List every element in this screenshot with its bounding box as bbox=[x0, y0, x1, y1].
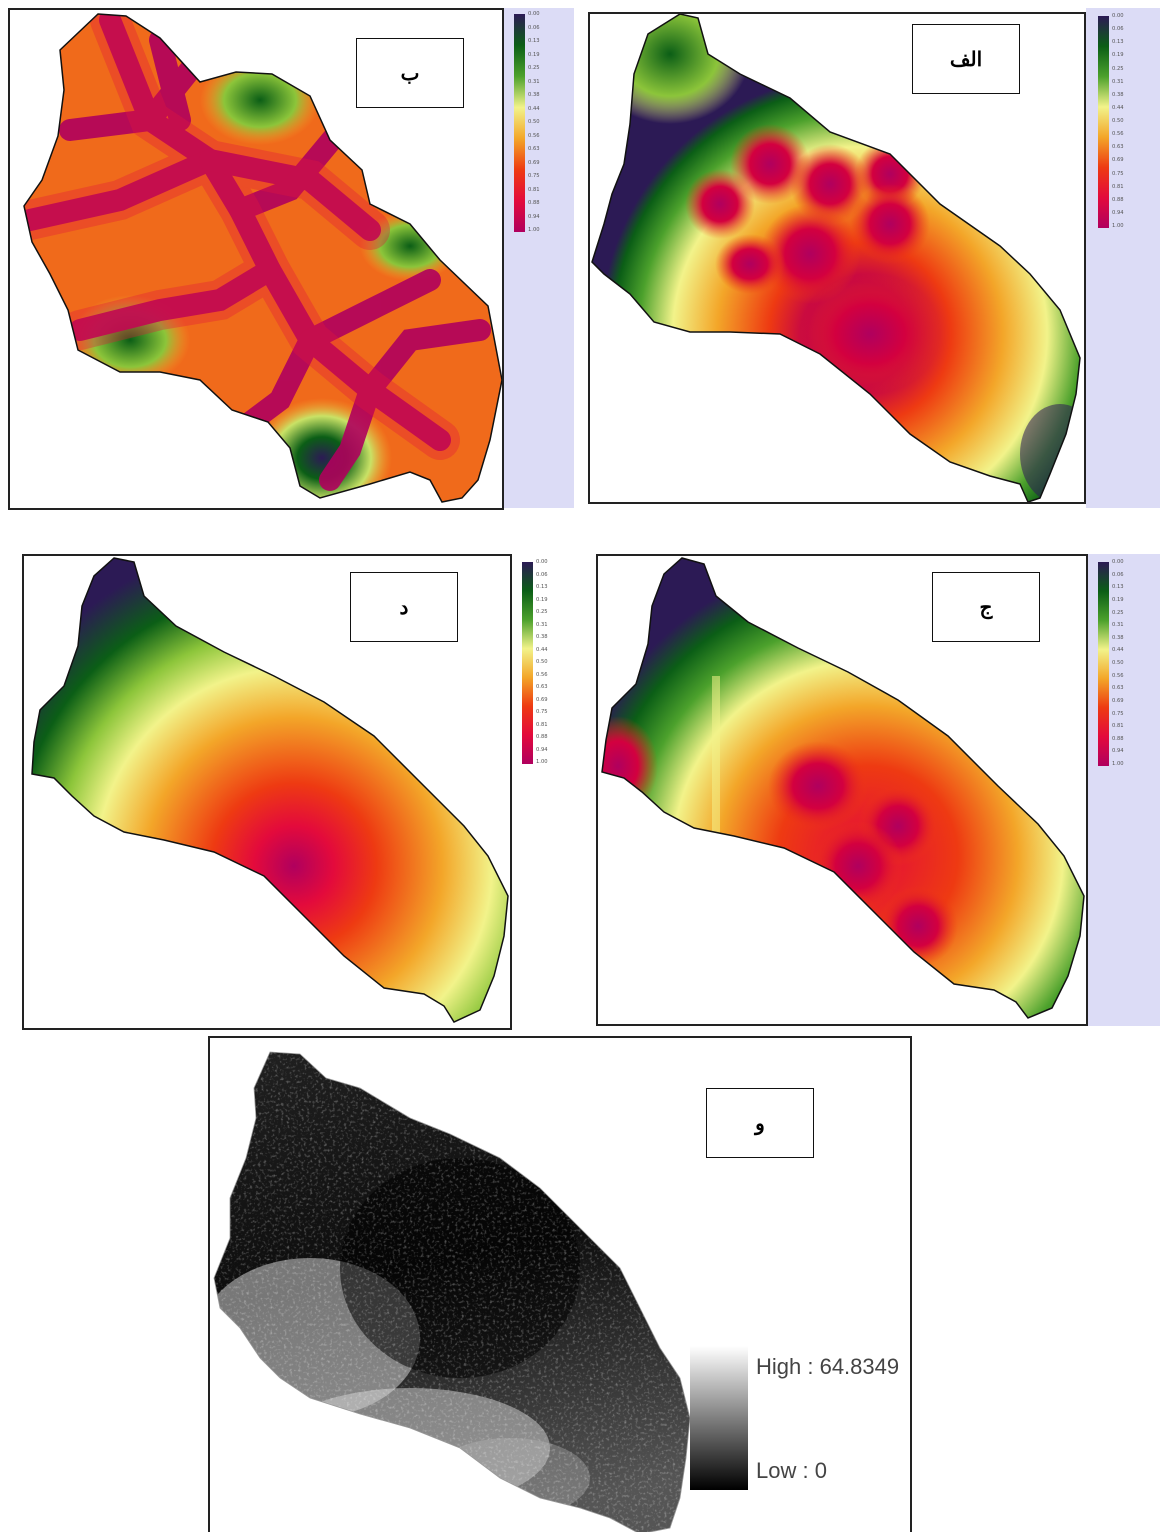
map-panel-dal: د bbox=[22, 554, 512, 1030]
map-panel-vav: و High : 64.8349 Low : 0 bbox=[208, 1036, 912, 1532]
ramp-tick-label: 0.44 bbox=[1112, 104, 1124, 111]
ramp-tick-label: 0.81 bbox=[1112, 723, 1124, 730]
ramp-tick-label: 0.00 bbox=[1112, 559, 1124, 565]
grayscale-raster-map-vav bbox=[213, 1051, 691, 1532]
panel-label-be: ب bbox=[356, 38, 464, 108]
ramp-tick-label: 0.06 bbox=[536, 571, 548, 578]
ramp-tick-label: 0.19 bbox=[1112, 52, 1124, 59]
ramp-ticks-alef: 0.00 0.06 0.13 0.19 0.25 0.31 0.38 0.44 0.50 0.56… bbox=[1112, 13, 1124, 230]
ramp-tick-label: 0.88 bbox=[536, 734, 548, 740]
ramp-tick-label: 0.69 bbox=[1112, 697, 1124, 704]
legend-strip-be: 0.00 0.06 0.13 0.19 0.25 0.31 0.38 0.44 0.50 0.56… bbox=[504, 8, 574, 508]
ramp-tick-label: 1.00 bbox=[528, 227, 540, 233]
ramp-tick-label: 0.25 bbox=[1112, 65, 1124, 72]
ramp-tick-label: 0.69 bbox=[528, 159, 540, 166]
panel-label-dal: د bbox=[350, 572, 458, 642]
ramp-tick-label: 0.81 bbox=[536, 721, 548, 728]
ramp-tick-label: 0.19 bbox=[1112, 596, 1124, 603]
ramp-tick-label: 0.13 bbox=[528, 38, 540, 44]
ramp-tick-label: 1.00 bbox=[1112, 223, 1124, 229]
ramp-tick-label: 0.88 bbox=[1112, 196, 1124, 203]
ramp-tick-label: 0.63 bbox=[1112, 685, 1124, 692]
ramp-ticks-dal: 0.00 0.06 0.13 0.19 0.25 0.31 0.38 0.44 0.50 0.56… bbox=[536, 559, 548, 766]
ramp-tick-label: 0.63 bbox=[528, 146, 540, 152]
ramp-tick-label: 0.50 bbox=[1112, 660, 1124, 666]
grayscale-legend-ramp bbox=[690, 1346, 748, 1490]
suitability-map-alef bbox=[591, 14, 1081, 502]
map-panel-jim: ج bbox=[596, 554, 1088, 1026]
ramp-tick-label: 0.31 bbox=[1112, 78, 1124, 85]
ramp-tick-label: 0.63 bbox=[1112, 144, 1124, 151]
ramp-tick-label: 0.56 bbox=[1112, 672, 1124, 679]
ramp-tick-label: 0.06 bbox=[1112, 26, 1124, 33]
ramp-tick-label: 0.38 bbox=[536, 634, 548, 640]
ramp-tick-label: 0.94 bbox=[1112, 209, 1124, 216]
ramp-tick-label: 0.56 bbox=[536, 671, 548, 678]
legend-strip-jim: 0.00 0.06 0.13 0.19 0.25 0.31 0.38 0.44 0.50 0.56… bbox=[1088, 554, 1160, 1026]
panel-label-vav: و bbox=[706, 1088, 814, 1158]
ramp-tick-label: 0.69 bbox=[1112, 157, 1124, 164]
ramp-tick-label: 0.31 bbox=[1112, 622, 1124, 629]
panel-label-jim: ج bbox=[932, 572, 1040, 642]
ramp-tick-label: 0.44 bbox=[1112, 647, 1124, 654]
ramp-tick-label: 0.50 bbox=[528, 119, 540, 125]
color-ramp-jim bbox=[1098, 562, 1109, 766]
ramp-tick-label: 0.75 bbox=[1112, 710, 1124, 717]
ramp-tick-label: 0.06 bbox=[528, 24, 540, 31]
ramp-tick-label: 0.38 bbox=[1112, 91, 1124, 98]
ramp-tick-label: 0.75 bbox=[536, 709, 548, 715]
ramp-tick-label: 0.00 bbox=[536, 559, 548, 565]
grayscale-legend-high: High : 64.8349 bbox=[756, 1354, 900, 1379]
ramp-tick-label: 0.38 bbox=[1112, 634, 1124, 641]
ramp-tick-label: 0.50 bbox=[536, 659, 548, 665]
ramp-tick-label: 0.50 bbox=[1112, 118, 1124, 124]
ramp-ticks-jim: 0.00 0.06 0.13 0.19 0.25 0.31 0.38 0.44 0.50 0.56… bbox=[1112, 559, 1124, 768]
ramp-tick-label: 0.19 bbox=[528, 51, 540, 58]
ramp-tick-label: 0.31 bbox=[528, 78, 540, 85]
legend-strip-dal: 0.00 0.06 0.13 0.19 0.25 0.31 0.38 0.44 0.50 0.56… bbox=[512, 554, 574, 1030]
ramp-tick-label: 0.69 bbox=[536, 696, 548, 703]
color-ramp-alef bbox=[1098, 16, 1109, 228]
ramp-tick-label: 0.75 bbox=[528, 173, 540, 179]
ramp-tick-label: 0.94 bbox=[1112, 748, 1124, 755]
ramp-tick-label: 0.94 bbox=[528, 213, 540, 220]
legend-strip-alef: 0.00 0.06 0.13 0.19 0.25 0.31 0.38 0.44 0.50 0.56… bbox=[1086, 8, 1160, 508]
ramp-tick-label: 0.13 bbox=[1112, 39, 1124, 46]
ramp-tick-label: 0.88 bbox=[1112, 735, 1124, 742]
map-panel-be: ب bbox=[8, 8, 504, 510]
ramp-tick-label: 0.06 bbox=[1112, 571, 1124, 578]
ramp-tick-label: 0.38 bbox=[528, 92, 540, 98]
ramp-tick-label: 0.25 bbox=[536, 609, 548, 615]
ramp-tick-label: 0.13 bbox=[536, 584, 548, 590]
ramp-tick-label: 0.31 bbox=[536, 621, 548, 628]
ramp-tick-label: 0.44 bbox=[536, 646, 548, 653]
ramp-tick-label: 0.00 bbox=[1112, 13, 1124, 19]
ramp-tick-label: 0.19 bbox=[536, 596, 548, 603]
ramp-tick-label: 0.25 bbox=[528, 65, 540, 71]
ramp-tick-label: 0.44 bbox=[528, 105, 540, 112]
ramp-tick-label: 0.81 bbox=[1112, 183, 1124, 190]
color-ramp-be bbox=[514, 14, 525, 232]
ramp-tick-label: 0.56 bbox=[528, 132, 540, 139]
ramp-tick-label: 0.81 bbox=[528, 186, 540, 193]
ramp-tick-label: 0.25 bbox=[1112, 609, 1124, 616]
panel-label-alef: الف bbox=[912, 24, 1020, 94]
ramp-tick-label: 0.00 bbox=[528, 11, 540, 17]
ramp-tick-label: 0.63 bbox=[536, 684, 548, 690]
ramp-tick-label: 1.00 bbox=[1112, 761, 1124, 767]
ramp-tick-label: 1.00 bbox=[536, 759, 548, 765]
map-panel-alef: الف bbox=[588, 12, 1086, 504]
ramp-tick-label: 0.56 bbox=[1112, 131, 1124, 138]
ramp-tick-label: 0.94 bbox=[536, 746, 548, 753]
grayscale-legend-low: Low : 0 bbox=[756, 1458, 827, 1483]
color-ramp-dal bbox=[522, 562, 533, 764]
ramp-tick-label: 0.75 bbox=[1112, 170, 1124, 177]
ramp-ticks-be: 0.00 0.06 0.13 0.19 0.25 0.31 0.38 0.44 0.50 0.56… bbox=[528, 11, 540, 234]
ramp-tick-label: 0.13 bbox=[1112, 584, 1124, 591]
ramp-tick-label: 0.88 bbox=[528, 200, 540, 206]
